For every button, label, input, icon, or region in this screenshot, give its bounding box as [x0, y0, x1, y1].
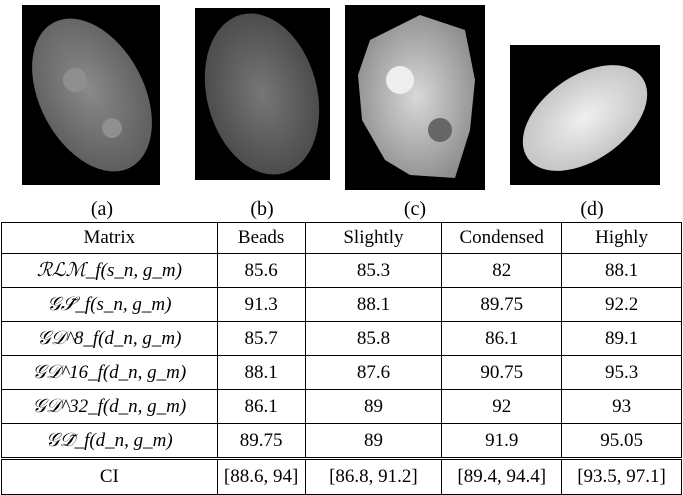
caption: (d) — [552, 198, 632, 221]
value-cell: 86.1 — [217, 390, 305, 424]
value-cell: 89 — [305, 424, 442, 459]
value-cell: 95.05 — [562, 424, 682, 459]
matrix-label: 𝒢𝒟^16_f(d_n, g_m) — [2, 356, 218, 390]
ci-cell: [89.4, 94.4] — [442, 459, 562, 495]
header-cell: Slightly — [305, 223, 442, 254]
value-cell: 90.75 — [442, 356, 562, 390]
header-cell: Condensed — [442, 223, 562, 254]
header-cell: Matrix — [2, 223, 218, 254]
value-cell: 93 — [562, 390, 682, 424]
value-cell: 87.6 — [305, 356, 442, 390]
value-cell: 88.1 — [562, 254, 682, 288]
value-cell: 88.1 — [305, 288, 442, 322]
header-cell: Beads — [217, 223, 305, 254]
matrix-label: 𝒢𝒟^8_f(d_n, g_m) — [2, 322, 218, 356]
value-cell: 89.1 — [562, 322, 682, 356]
value-cell: 88.1 — [217, 356, 305, 390]
caption: (a) — [62, 198, 142, 221]
header-cell: Highly — [562, 223, 682, 254]
page: {"figure": {"captions": ["(a)", "(b)", "… — [0, 0, 683, 495]
value-cell: 91.9 — [442, 424, 562, 459]
matrix-label: 𝒢𝒟^32_f(d_n, g_m) — [2, 390, 218, 424]
ci-cell: [86.8, 91.2] — [305, 459, 442, 495]
value-cell: 95.3 — [562, 356, 682, 390]
ci-row: CI[88.6, 94][86.8, 91.2][89.4, 94.4][93.… — [2, 459, 682, 495]
caption: (b) — [222, 198, 302, 221]
caption: (c) — [375, 198, 455, 221]
nucleus-images — [0, 0, 683, 200]
value-cell: 85.6 — [217, 254, 305, 288]
image-a — [8, 0, 177, 192]
matrix-label: ℛℒℳ_f(s_n, g_m) — [2, 254, 218, 288]
value-cell: 85.8 — [305, 322, 442, 356]
matrix-label: 𝒢𝒟̃_f(d_n, g_m) — [2, 424, 218, 459]
value-cell: 85.3 — [305, 254, 442, 288]
value-cell: 82 — [442, 254, 562, 288]
value-cell: 92 — [442, 390, 562, 424]
value-cell: 85.7 — [217, 322, 305, 356]
value-cell: 89.75 — [442, 288, 562, 322]
value-cell: 92.2 — [562, 288, 682, 322]
image-b — [188, 1, 337, 188]
value-cell: 89.75 — [217, 424, 305, 459]
ci-label: CI — [2, 459, 218, 495]
value-cell: 89 — [305, 390, 442, 424]
matrix-label: 𝒢𝒮̃_f(s_n, g_m) — [2, 288, 218, 322]
ci-cell: [88.6, 94] — [217, 459, 305, 495]
image-d — [504, 43, 667, 192]
ci-cell: [93.5, 97.1] — [562, 459, 682, 495]
image-c — [345, 5, 485, 190]
value-cell: 91.3 — [217, 288, 305, 322]
value-cell: 86.1 — [442, 322, 562, 356]
